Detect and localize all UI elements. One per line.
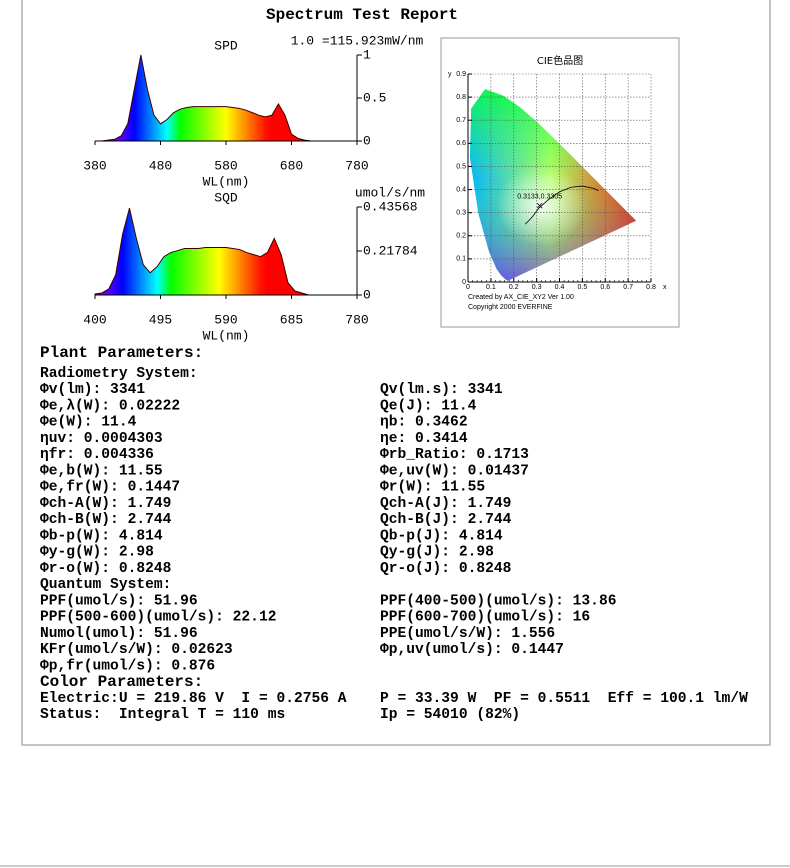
- parameter: PPF(umol/s): 51.96: [40, 593, 198, 609]
- parameter: PPF(400-500)(umol/s): 13.86: [380, 593, 616, 609]
- x-tick-label: 0.1: [486, 284, 496, 291]
- unit-note: umol/s/nm: [355, 185, 425, 200]
- parameter: Φv(lm): 3341: [40, 382, 145, 398]
- x-axis-label: WL(nm): [203, 328, 250, 343]
- x-tick-label: 495: [149, 312, 172, 327]
- parameter: Φch-A(W): 1.749: [40, 496, 171, 512]
- y-tick-label: 0.9: [456, 71, 466, 78]
- x-axis-label: WL(nm): [203, 174, 250, 189]
- credit: Copyright 2000 EVERFINE: [468, 304, 553, 311]
- spectrum-area: [94, 208, 357, 296]
- parameter: Φe,b(W): 11.55: [40, 463, 163, 479]
- y-axis-label: y: [448, 71, 452, 78]
- parameter: Φp,fr(umol/s): 0.876: [40, 658, 215, 674]
- y-tick-label: 0: [363, 287, 371, 302]
- x-tick-label: 0.8: [646, 284, 656, 291]
- credit: Created by AX_CIE_XY2 Ver 1.00: [468, 294, 574, 301]
- report-title: Spectrum Test Report: [266, 6, 458, 24]
- unit-note: 1.0 =115.923mW/nm: [291, 33, 424, 48]
- y-tick-label: 0.2: [456, 233, 466, 240]
- parameter: Φe,uv(W): 0.01437: [380, 463, 529, 479]
- parameter: Φe,fr(W): 0.1447: [40, 480, 180, 496]
- planckian-locus: [524, 185, 599, 225]
- parameter: Qe(J): 11.4: [380, 398, 477, 414]
- parameter: Numol(umol): 51.96: [40, 626, 198, 642]
- x-tick-label: 480: [149, 158, 172, 173]
- parameter: Φb-p(W): 4.814: [40, 528, 163, 544]
- x-tick-label: 780: [345, 312, 368, 327]
- y-tick-label: 0.3: [456, 210, 466, 217]
- x-tick-label: 780: [345, 158, 368, 173]
- parameter: Qr-o(J): 0.8248: [380, 561, 511, 577]
- x-tick-label: 0: [466, 284, 470, 291]
- parameter: Φe(W): 11.4: [40, 415, 137, 431]
- section-heading: Plant Parameters:: [40, 344, 203, 362]
- subsection-heading: Radiometry System:: [40, 366, 198, 382]
- subsection-heading: Quantum System:: [40, 577, 171, 593]
- parameter: Φch-B(W): 2.744: [40, 512, 172, 528]
- parameter: Qy-g(J): 2.98: [380, 545, 494, 561]
- x-tick-label: 685: [280, 312, 303, 327]
- x-tick-label: 0.7: [623, 284, 633, 291]
- cie-title: CIE色品图: [537, 54, 583, 67]
- chart-title: SQD: [214, 190, 238, 205]
- parameter: KFr(umol/s/W): 0.02623: [40, 642, 233, 658]
- parameter: ηfr: 0.004336: [40, 447, 154, 463]
- parameter: Qb-p(J): 4.814: [380, 528, 503, 544]
- parameter: PPE(umol/s/W): 1.556: [380, 626, 555, 642]
- y-tick-label: 0.1: [456, 256, 466, 263]
- x-tick-label: 0.3: [532, 284, 542, 291]
- parameter: ηb: 0.3462: [380, 415, 468, 431]
- x-tick-label: 380: [83, 158, 106, 173]
- parameter: Status: Integral T = 110 ms: [40, 707, 285, 723]
- chart-title: SPD: [214, 38, 238, 53]
- x-tick-label: 0.2: [509, 284, 519, 291]
- y-tick-label: 0.5: [456, 163, 466, 170]
- parameter: PPF(500-600)(umol/s): 22.12: [40, 610, 276, 626]
- y-tick-label: 0.21784: [363, 243, 418, 258]
- y-tick-label: 0.7: [456, 117, 466, 124]
- parameter: P = 33.39 W PF = 0.5511 Eff = 100.1 lm/W: [380, 691, 748, 707]
- y-tick-label: 0.8: [456, 94, 466, 101]
- parameter: Qch-A(J): 1.749: [380, 496, 511, 512]
- parameter: Φr-o(W): 0.8248: [40, 561, 171, 577]
- point-label: 0.3133,0.3305: [517, 193, 562, 200]
- parameter: PPF(600-700)(umol/s): 16: [380, 610, 590, 626]
- parameter: ηe: 0.3414: [380, 431, 468, 447]
- y-tick-label: 0.43568: [363, 199, 418, 214]
- x-tick-label: 0.4: [555, 284, 565, 291]
- y-tick-label: 0: [363, 133, 371, 148]
- x-tick-label: 0.5: [578, 284, 588, 291]
- x-tick-label: 580: [214, 158, 237, 173]
- y-tick-label: 0.5: [363, 90, 386, 105]
- parameter: Φy-g(W): 2.98: [40, 545, 154, 561]
- parameter: ηuv: 0.0004303: [40, 431, 163, 447]
- chromaticity-point: [536, 202, 543, 209]
- parameter: Qv(lm.s): 3341: [380, 382, 503, 398]
- x-tick-label: 400: [83, 312, 106, 327]
- parameter: Φrb_Ratio: 0.1713: [380, 447, 529, 463]
- parameter: Φp,uv(umol/s): 0.1447: [380, 642, 564, 658]
- parameter: Φe,λ(W): 0.02222: [40, 398, 180, 414]
- parameter: Electric:U = 219.86 V I = 0.2756 A: [40, 691, 347, 707]
- x-tick-label: 590: [214, 312, 237, 327]
- x-axis-label: x: [663, 284, 667, 291]
- report-frame: [21, 0, 771, 746]
- x-tick-label: 0.6: [600, 284, 610, 291]
- y-tick-label: 1: [363, 47, 371, 62]
- section-heading: Color Parameters:: [40, 673, 203, 691]
- parameter: Φr(W): 11.55: [380, 480, 485, 496]
- x-tick-label: 680: [280, 158, 303, 173]
- y-tick-label: 0.6: [456, 140, 466, 147]
- y-tick-label: 0.4: [456, 186, 466, 193]
- parameter: Qch-B(J): 2.744: [380, 512, 512, 528]
- spectrum-area: [95, 54, 357, 142]
- y-tick-label: 0: [462, 279, 466, 286]
- parameter: Ip = 54010 (82%): [380, 707, 520, 723]
